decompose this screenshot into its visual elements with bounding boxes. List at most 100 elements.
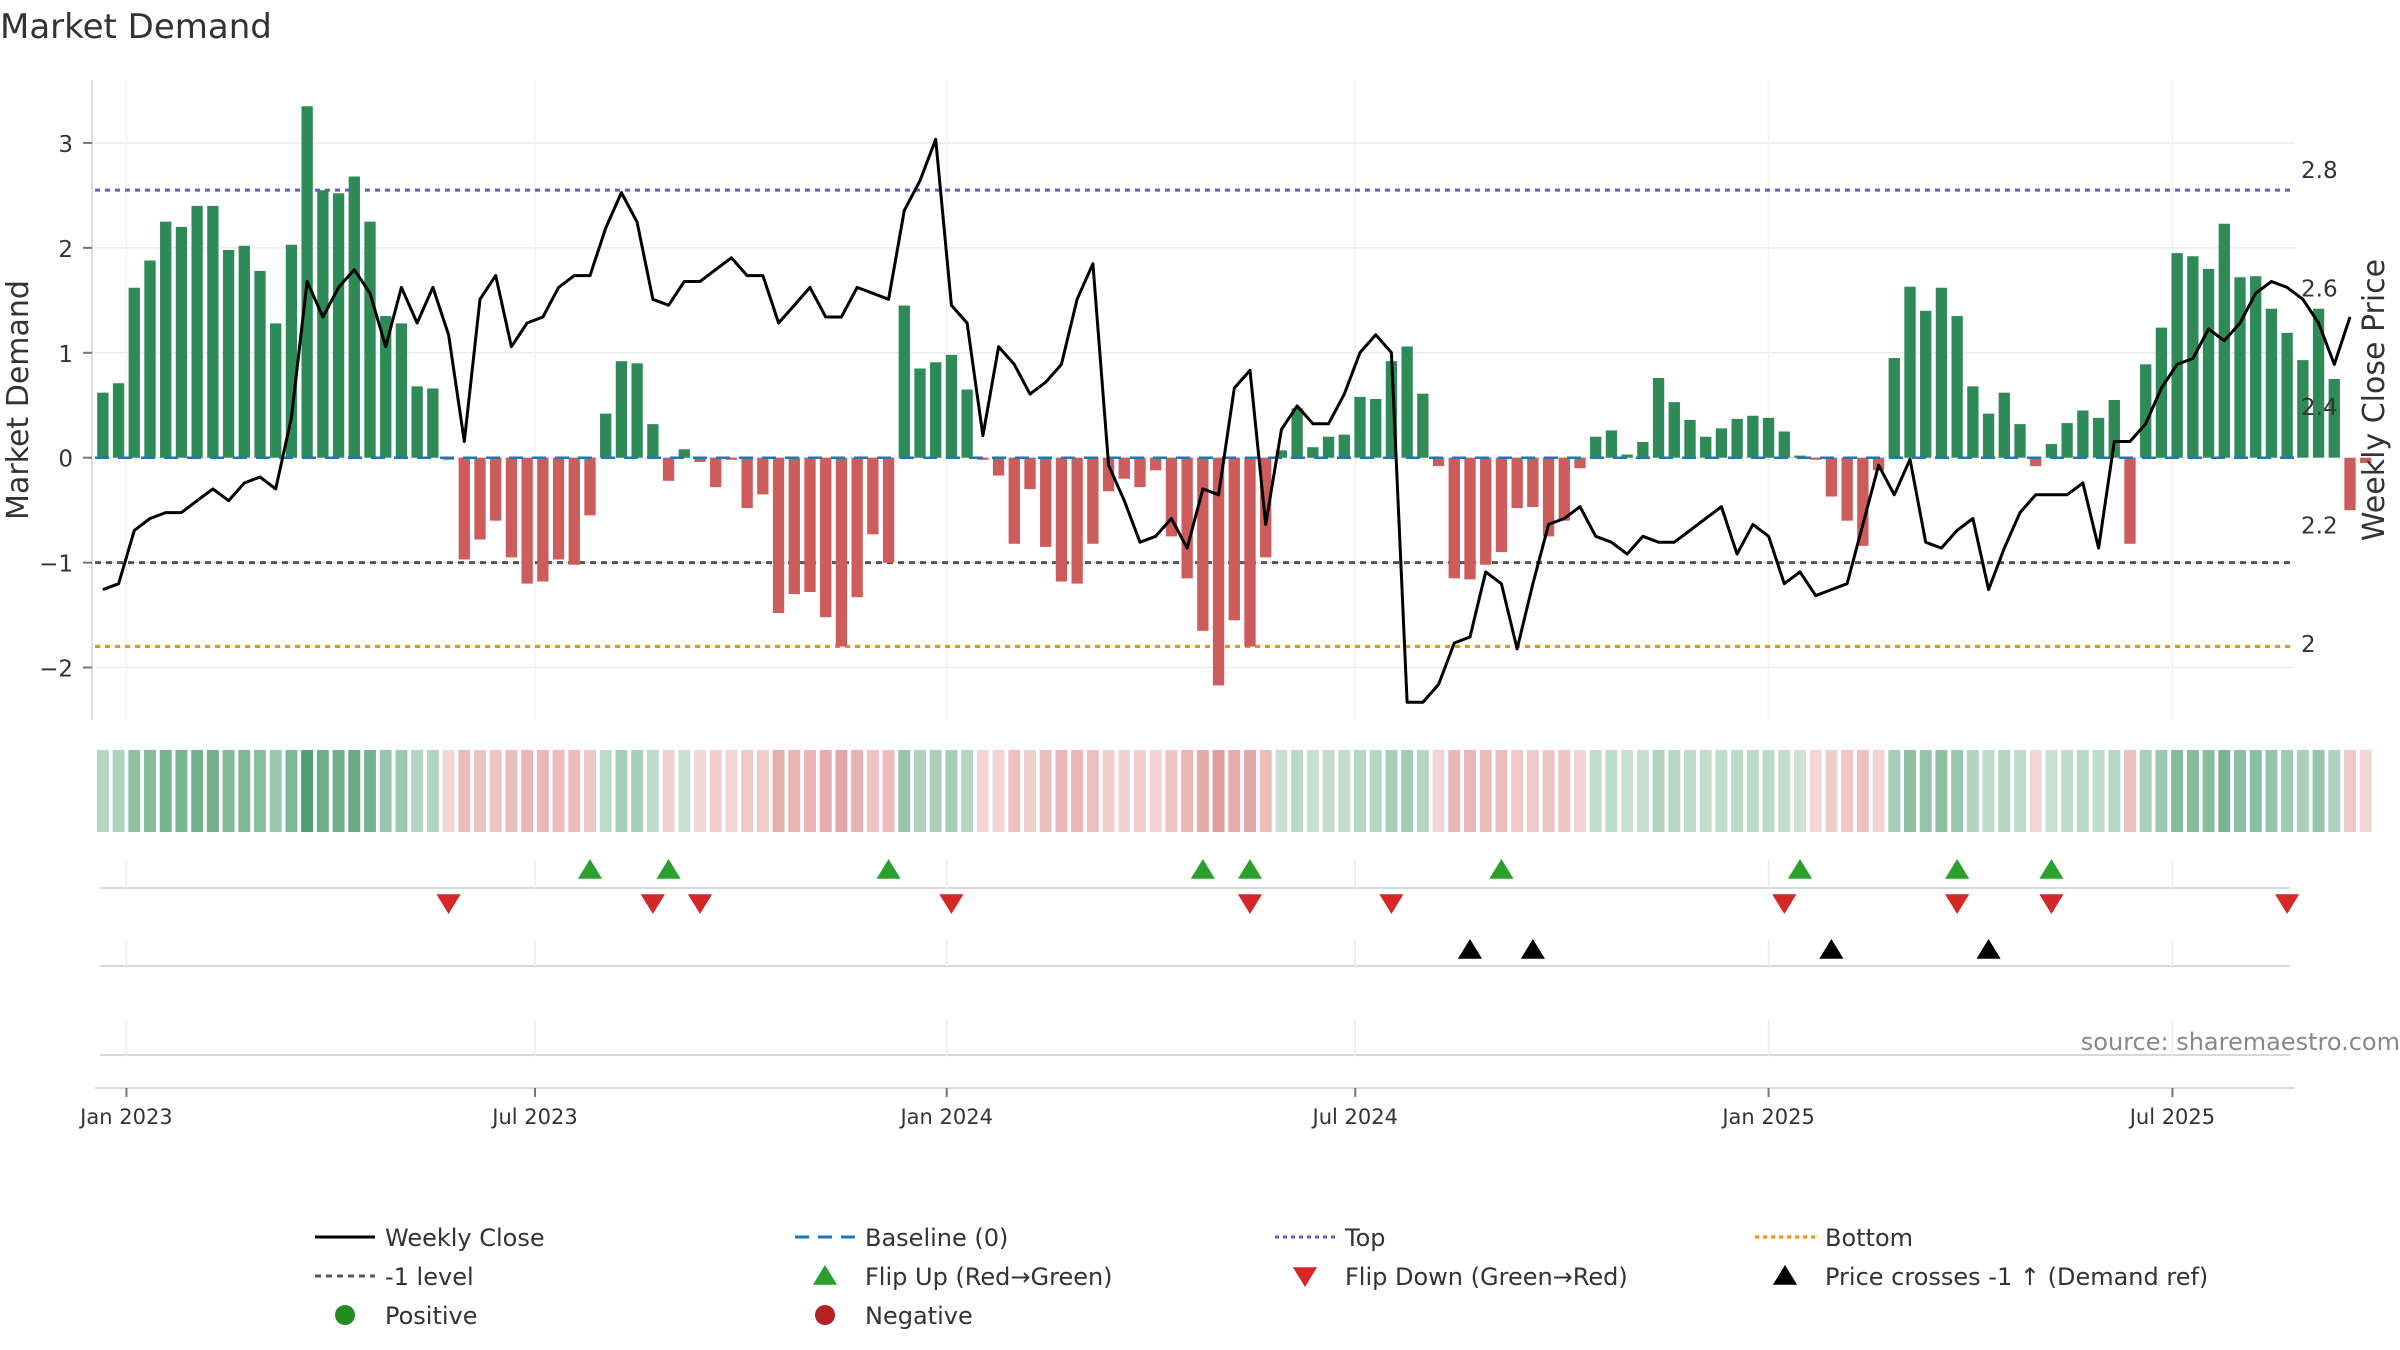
demand-bar [474, 457, 486, 540]
heat-cell [1935, 750, 1948, 832]
heat-cell [584, 750, 596, 832]
heat-cell [1432, 750, 1445, 832]
heat-cell [112, 750, 125, 832]
x-tick-label: Jul 2024 [1311, 1105, 1398, 1129]
flip-down-marker [687, 894, 713, 914]
demand-bar [411, 386, 423, 458]
heat-cell [2155, 750, 2168, 832]
heat-cell [1244, 750, 1256, 832]
demand-bar [238, 245, 250, 458]
demand-bar [175, 226, 188, 458]
heat-cell [882, 750, 895, 832]
demand-bar [1322, 436, 1335, 458]
heat-cell [2014, 750, 2026, 832]
heat-cell [1904, 750, 1916, 832]
demand-bar [1652, 377, 1665, 458]
demand-bar [521, 457, 533, 584]
demand-bar [2250, 276, 2262, 458]
demand-bar [2234, 277, 2246, 458]
heat-cell [1668, 750, 1681, 832]
demand-bar [788, 457, 800, 595]
demand-bar [1810, 457, 1822, 460]
heat-cell [2249, 750, 2262, 832]
heat-cell [2186, 750, 2199, 832]
demand-bar [1747, 415, 1759, 458]
heat-cell [1951, 750, 1964, 832]
legend-label: Price crosses -1 ↑ (Demand ref) [1825, 1263, 2208, 1291]
demand-bar [348, 176, 360, 458]
reference-levels [95, 188, 2295, 649]
demand-bar [2014, 424, 2026, 458]
heat-cell [2265, 750, 2278, 832]
heat-cell [1605, 750, 1618, 832]
heat-cell [128, 750, 141, 832]
demand-bar [1150, 457, 1162, 471]
y2-tick-label: 2.2 [2301, 513, 2338, 539]
heat-cell [426, 750, 439, 832]
x-tick-label: Jul 2025 [2128, 1105, 2215, 1129]
demand-bar [992, 457, 1005, 476]
heat-cell [1416, 750, 1429, 832]
triangle-up-icon [812, 1265, 838, 1285]
heat-cell [1291, 750, 1304, 832]
y-tick-label: 2 [58, 237, 73, 263]
demand-bar [97, 392, 109, 458]
heat-cell [1134, 750, 1146, 832]
demand-bar [2344, 457, 2356, 511]
demand-bar [505, 457, 518, 558]
main-grid [95, 80, 2295, 720]
demand-bar [160, 221, 172, 458]
demand-bar [882, 457, 895, 563]
demand-bar [1040, 457, 1052, 547]
legend-label: Bottom [1825, 1224, 1913, 1252]
demand-bar [914, 368, 926, 458]
source-note: source: sharemaestro.com [2081, 1028, 2400, 1056]
legend-label: Flip Down (Green→Red) [1345, 1263, 1628, 1291]
demand-bar [930, 362, 942, 458]
heat-cell [1055, 750, 1068, 832]
heat-cell [489, 750, 502, 832]
demand-bar [1228, 457, 1240, 621]
heat-cell [929, 750, 942, 832]
heat-cell [1684, 750, 1696, 832]
y-tick-label: −1 [39, 552, 73, 578]
heat-cell [662, 750, 675, 832]
weekly-close-line [102, 137, 2352, 704]
x-tick-label: Jul 2023 [490, 1105, 577, 1129]
y2-tick-label: 2.8 [2301, 158, 2338, 184]
demand-bar [1008, 457, 1020, 544]
heat-cell [741, 750, 754, 832]
heat-cell [395, 750, 408, 832]
flip-up-marker [1237, 859, 1263, 879]
demand-bar [1071, 457, 1083, 584]
heat-cell [1338, 750, 1351, 832]
heat-cell [866, 750, 879, 832]
demand-bar [1982, 413, 1995, 458]
demand-bar [1558, 457, 1570, 521]
demand-bar [2265, 308, 2278, 458]
heat-cell [1778, 750, 1791, 832]
legend-label: Flip Up (Red→Green) [865, 1263, 1113, 1291]
y-tick-label: 3 [58, 132, 73, 158]
heat-cell [819, 750, 832, 832]
demand-bar [1291, 408, 1303, 458]
demand-bar [662, 457, 675, 481]
heat-cell [914, 750, 926, 832]
y2-tick-label: 2 [2301, 632, 2316, 658]
demand-bar [772, 457, 785, 613]
demand-bar [647, 424, 659, 458]
heat-cell [694, 750, 706, 832]
y2-axis-title: Weekly Close Price [2357, 259, 2392, 541]
legend-label: Baseline (0) [865, 1224, 1008, 1252]
demand-bar [1134, 457, 1146, 488]
demand-bar [144, 260, 156, 458]
triangle-down-icon [1292, 1267, 1318, 1287]
demand-bar [112, 383, 125, 458]
flip-up-marker [1489, 859, 1514, 879]
heat-cell [2281, 750, 2294, 832]
heat-cell [191, 750, 204, 832]
demand-bar [1668, 402, 1680, 458]
demand-bar [1998, 392, 2010, 458]
y-axis-title: Market Demand [1, 280, 36, 520]
heat-cell [2202, 750, 2215, 832]
